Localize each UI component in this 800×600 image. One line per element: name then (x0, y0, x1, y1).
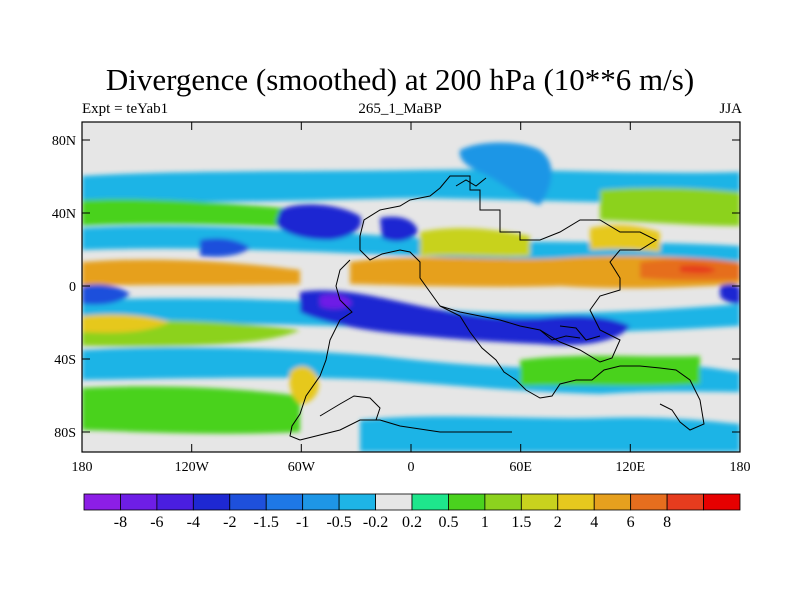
colorbar-label: 4 (590, 514, 598, 531)
colorbar-swatch (484, 493, 522, 511)
lon-tick-label: 60W (288, 460, 316, 475)
colorbar-swatch (520, 493, 559, 511)
colorbar-swatch (375, 493, 413, 511)
colorbar-label: 0.2 (402, 514, 422, 531)
colorbar-label: 1 (481, 514, 489, 531)
colorbar-swatch (557, 493, 595, 511)
colorbar-swatch (302, 493, 340, 511)
lon-tick-label: 120W (175, 460, 210, 475)
lat-tick-label: 40N (52, 207, 76, 222)
lon-tick-label: 60E (509, 460, 532, 475)
colorbar-swatch (338, 493, 376, 511)
colorbar-label: -8 (114, 514, 127, 531)
colorbar-swatch (192, 493, 231, 511)
colorbar-label: -4 (187, 514, 200, 531)
colorbar-label: 0.5 (438, 514, 458, 531)
colorbar-label: -2 (223, 514, 236, 531)
colorbar-swatch (593, 493, 632, 511)
lon-tick-label: 180 (730, 460, 751, 475)
divergence-field (82, 122, 740, 452)
colorbar-labels: -8 -6 -4 -2 -1.5 -1 -0.5 -0.2 0.2 0.5 1 … (114, 514, 671, 531)
colorbar-label: 1.5 (511, 514, 531, 531)
colorbar-swatch (666, 493, 704, 511)
colorbar-swatch (120, 493, 158, 511)
colorbar-label: 6 (627, 514, 635, 531)
colorbar-label: -1 (296, 514, 309, 531)
run-label: 265_1_MaBP (358, 101, 442, 117)
experiment-label: Expt = teYab1 (82, 101, 169, 117)
colorbar-label: 8 (663, 514, 671, 531)
season-label: JJA (719, 101, 742, 117)
coastlines (289, 175, 705, 441)
plot-title: Divergence (smoothed) at 200 hPa (10**6 … (105, 62, 695, 97)
colorbar-label: -1.5 (254, 514, 279, 531)
colorbar-label: -0.2 (363, 514, 388, 531)
colorbar-swatch (448, 493, 486, 511)
lat-tick-label: 80S (54, 426, 76, 441)
colorbar-label: -0.5 (326, 514, 351, 531)
colorbar-swatch (411, 493, 449, 511)
lon-tick-label: 180 (72, 460, 93, 475)
colorbar (83, 493, 741, 511)
colorbar-swatch (703, 493, 741, 511)
lon-tick-label: 120E (616, 460, 646, 475)
colorbar-swatch (630, 493, 668, 511)
colorbar-swatch (265, 493, 304, 511)
colorbar-label: 2 (554, 514, 562, 531)
lat-tick-marks (82, 139, 740, 433)
colorbar-swatch (83, 493, 121, 511)
colorbar-swatch (229, 493, 267, 511)
lon-tick-label: 0 (408, 460, 415, 475)
colorbar-label: -6 (150, 514, 163, 531)
colorbar-swatch (156, 493, 194, 511)
lon-tick-marks (81, 122, 741, 452)
lat-tick-label: 40S (54, 353, 76, 368)
lat-tick-label: 80N (52, 134, 76, 149)
lat-tick-label: 0 (69, 280, 76, 295)
